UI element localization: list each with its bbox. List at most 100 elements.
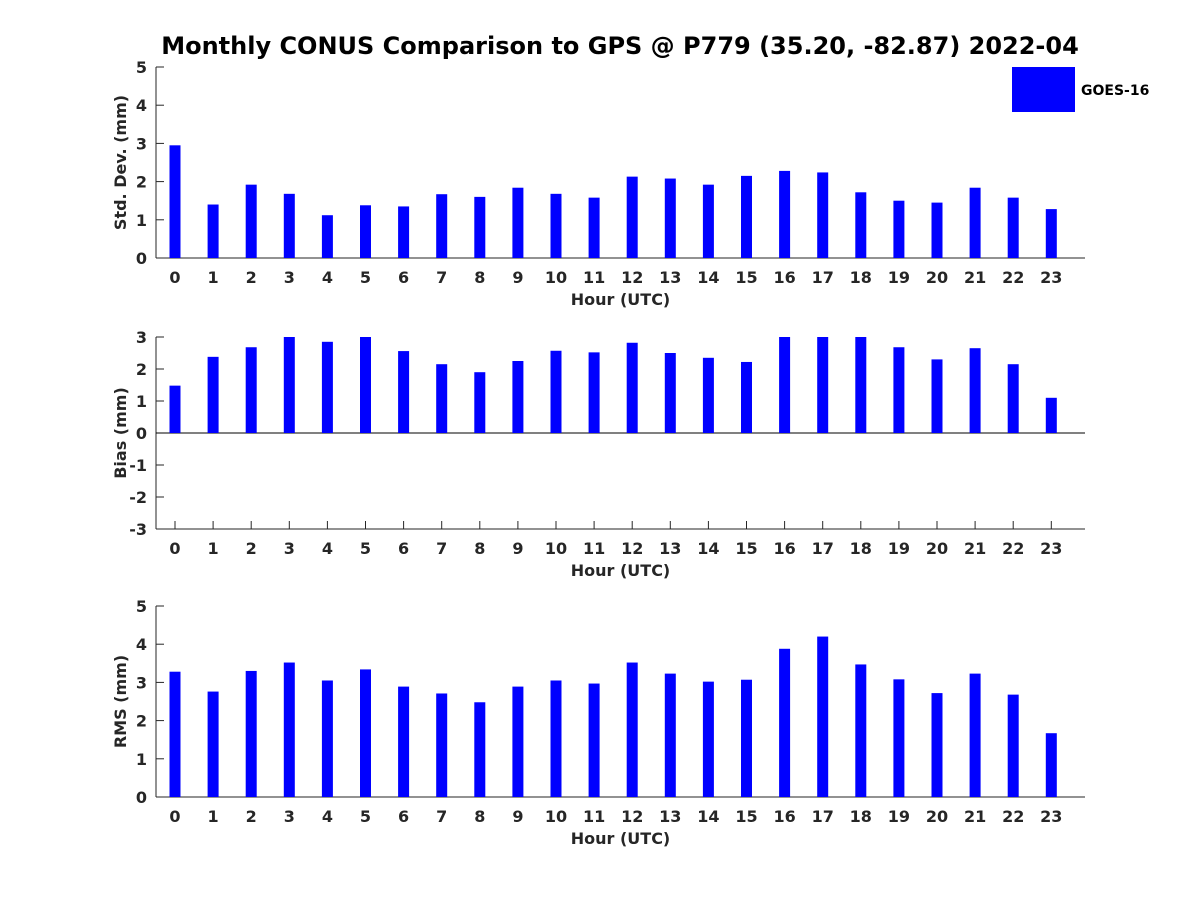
x-tick-label: 10 <box>545 807 567 826</box>
x-tick-label: 5 <box>360 539 371 558</box>
y-tick-label: 4 <box>136 635 147 654</box>
bar <box>893 679 905 797</box>
x-tick-label: 21 <box>964 268 986 287</box>
x-tick-label: 4 <box>322 807 333 826</box>
y-tick-label: 1 <box>136 211 147 230</box>
legend-swatch <box>1012 67 1075 112</box>
y-tick-label: 1 <box>136 392 147 411</box>
y-tick-label: 2 <box>136 173 147 192</box>
y-tick-label: 3 <box>136 328 147 347</box>
bar <box>779 337 791 433</box>
x-tick-label: 21 <box>964 807 986 826</box>
x-tick-label: 19 <box>888 807 910 826</box>
bar <box>1045 209 1057 258</box>
bar <box>360 205 371 258</box>
x-tick-label: 18 <box>850 539 872 558</box>
x-tick-label: 2 <box>246 539 257 558</box>
x-tick-label: 17 <box>812 539 834 558</box>
x-tick-label: 8 <box>474 539 485 558</box>
x-tick-label: 13 <box>659 539 681 558</box>
x-tick-label: 23 <box>1040 807 1062 826</box>
x-tick-label: 13 <box>659 807 681 826</box>
x-tick-label: 17 <box>812 268 834 287</box>
x-tick-label: 7 <box>436 539 447 558</box>
x-tick-label: 9 <box>512 268 523 287</box>
bar <box>664 353 676 433</box>
x-tick-label: 6 <box>398 807 409 826</box>
x-tick-label: 0 <box>169 807 180 826</box>
bar <box>321 680 333 797</box>
x-tick-label: 1 <box>208 268 219 287</box>
bar <box>283 337 295 433</box>
x-tick-label: 22 <box>1002 539 1024 558</box>
bar <box>1045 733 1057 797</box>
x-tick-label: 1 <box>208 539 219 558</box>
legend-label: GOES-16 <box>1081 83 1149 99</box>
x-tick-label: 22 <box>1002 807 1024 826</box>
bar <box>702 357 714 433</box>
x-tick-label: 5 <box>360 807 371 826</box>
bar <box>626 342 638 433</box>
bar <box>702 184 714 258</box>
x-tick-label: 18 <box>850 268 872 287</box>
y-tick-label: 5 <box>136 597 147 616</box>
x-axis-label: Hour (UTC) <box>571 829 671 848</box>
bar <box>626 662 638 797</box>
bar <box>855 192 867 258</box>
x-tick-label: 12 <box>621 807 643 826</box>
bar <box>398 206 410 258</box>
bar <box>436 194 448 258</box>
x-tick-label: 22 <box>1002 268 1024 287</box>
bar <box>855 337 867 433</box>
x-tick-label: 5 <box>360 268 371 287</box>
x-tick-label: 4 <box>322 539 333 558</box>
bar <box>817 172 829 258</box>
bar <box>931 202 943 258</box>
bar <box>169 385 181 433</box>
x-tick-label: 15 <box>735 539 757 558</box>
x-tick-label: 0 <box>169 268 180 287</box>
bar <box>398 351 410 433</box>
bar <box>1007 197 1019 258</box>
bar <box>207 356 219 433</box>
x-tick-label: 15 <box>735 268 757 287</box>
bar <box>512 686 524 797</box>
bar <box>664 673 676 797</box>
x-tick-label: 11 <box>583 807 605 826</box>
bar <box>321 341 333 433</box>
x-tick-label: 9 <box>512 539 523 558</box>
y-tick-label: 2 <box>136 712 147 731</box>
x-tick-label: 7 <box>436 268 447 287</box>
y-tick-label: 0 <box>136 424 147 443</box>
bar <box>245 184 257 258</box>
x-tick-label: 18 <box>850 807 872 826</box>
legend: GOES-16 <box>1012 67 1149 112</box>
bar <box>436 364 448 433</box>
x-tick-label: 20 <box>926 268 948 287</box>
y-tick-label: 0 <box>136 249 147 268</box>
bar <box>664 178 676 258</box>
y-tick-label: 2 <box>136 360 147 379</box>
x-axis-label: Hour (UTC) <box>571 290 671 309</box>
x-tick-label: 4 <box>322 268 333 287</box>
chart-title: Monthly CONUS Comparison to GPS @ P779 (… <box>161 32 1079 60</box>
y-tick-label: 3 <box>136 134 147 153</box>
x-tick-label: 12 <box>621 268 643 287</box>
x-tick-label: 12 <box>621 539 643 558</box>
bar <box>245 347 257 433</box>
bar <box>512 187 524 258</box>
y-tick-label: 5 <box>136 58 147 77</box>
x-tick-label: 8 <box>474 268 485 287</box>
x-tick-label: 2 <box>246 807 257 826</box>
x-tick-label: 0 <box>169 539 180 558</box>
x-tick-label: 9 <box>512 807 523 826</box>
bar <box>969 187 981 258</box>
x-tick-label: 11 <box>583 268 605 287</box>
bar <box>741 679 752 797</box>
x-tick-label: 3 <box>284 539 295 558</box>
x-tick-label: 6 <box>398 539 409 558</box>
